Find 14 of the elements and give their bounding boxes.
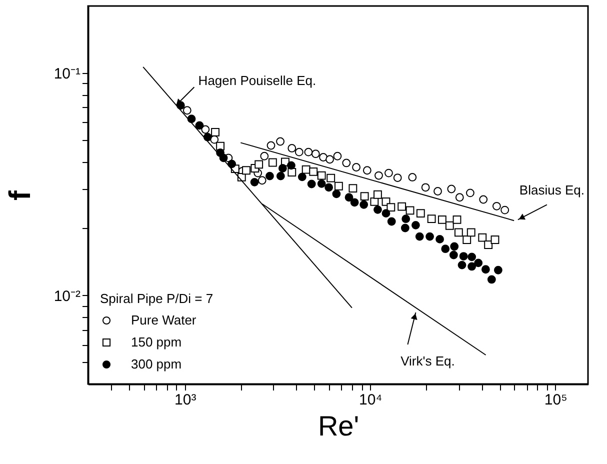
- y-tick-label: 10⁻²: [54, 288, 80, 305]
- legend-label: 300 ppm: [131, 356, 182, 372]
- legend-label: Pure Water: [131, 312, 197, 328]
- legend-label: 150 ppm: [131, 334, 182, 350]
- x-tick-label: 10⁴: [359, 392, 382, 408]
- x-axis-title: Re': [318, 410, 360, 442]
- legend-title: Spiral Pipe P/Di = 7: [100, 291, 214, 306]
- y-axis-title: f: [4, 190, 37, 200]
- x-tick-label: 10⁵: [544, 392, 568, 408]
- y-tick-label: 10⁻¹: [54, 65, 80, 82]
- annotation: Blasius Eq.: [519, 182, 584, 198]
- annotation: Virk's Eq.: [400, 354, 455, 369]
- x-tick-label: 10³: [174, 392, 196, 408]
- annotation: Hagen Pouiselle Eq.: [198, 73, 316, 88]
